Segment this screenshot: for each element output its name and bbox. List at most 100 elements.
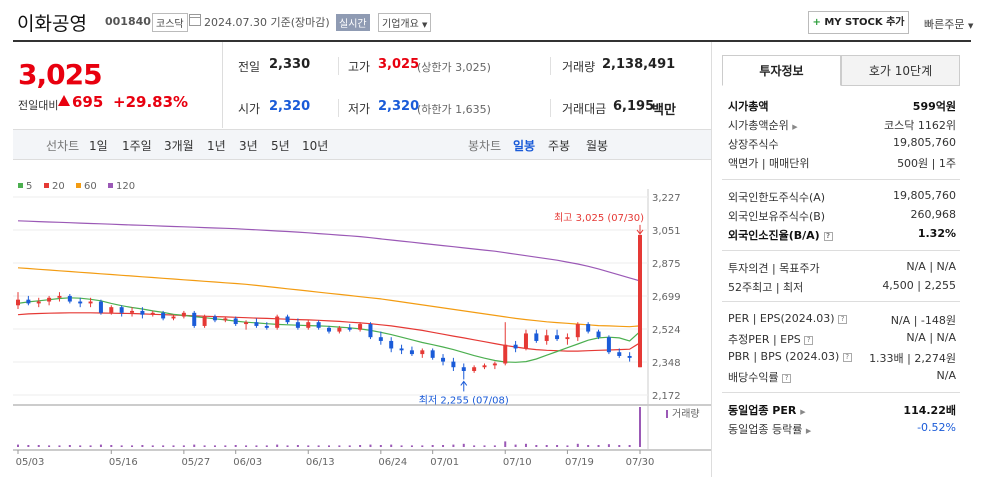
price-chart[interactable]: 3,227 3,051 2,875 2,699 2,524 2,348 2,172 05/03…	[0, 175, 711, 477]
candle-body	[26, 299, 31, 304]
help-icon[interactable]: ?	[838, 315, 848, 324]
quick-order-label: 빠른주문	[924, 18, 965, 31]
legend-swatch	[76, 183, 81, 188]
candle-weekly[interactable]: 주봉	[548, 139, 571, 153]
info-row: 외국인보유주식수(B) 260,968	[728, 208, 956, 224]
candle-body	[233, 318, 238, 325]
ma120-line	[17, 220, 641, 282]
high-arrow-head	[636, 229, 644, 235]
period-1w[interactable]: 1주일	[122, 139, 152, 153]
market-cap-label: 시가총액	[728, 100, 769, 113]
period-3y[interactable]: 3년	[239, 139, 258, 153]
period-1y[interactable]: 1년	[207, 139, 226, 153]
info-row[interactable]: 동일업종 등락률 ▶ -0.52%	[728, 421, 956, 437]
dividend-label: 배당수익률	[728, 371, 779, 384]
period-3m[interactable]: 3개월	[164, 139, 194, 153]
volume-bar	[162, 445, 165, 447]
volume-value: 2,138,491	[602, 57, 676, 72]
volume-bar	[379, 445, 382, 447]
volume-bar	[58, 445, 61, 447]
quick-order-button[interactable]: 빠른주문 ▼	[924, 16, 973, 32]
realtime-badge[interactable]: 실시간	[336, 14, 370, 31]
amount-label: 거래대금	[562, 102, 607, 116]
per-value: N/A | -148원	[890, 314, 956, 327]
candle-body	[88, 301, 93, 304]
upper-limit-note: (상한가 3,025)	[417, 61, 491, 74]
tab-invest-info[interactable]: 투자정보	[722, 55, 841, 86]
candle-body	[264, 325, 269, 328]
per-label: PER | EPS(2024.03)	[728, 312, 835, 325]
pbr-value: 1.33배 | 2,274원	[869, 352, 956, 365]
volume-bar	[462, 443, 465, 447]
chevron-down-icon: ▼	[422, 21, 428, 29]
x-tick-label: 07/01	[430, 457, 459, 468]
chevron-down-icon: ▼	[967, 22, 974, 30]
help-icon[interactable]: ?	[823, 232, 833, 241]
legend-label: 20	[52, 181, 65, 192]
x-tick-label: 06/24	[378, 457, 407, 468]
volume-bar	[193, 444, 196, 447]
tab-order-book[interactable]: 호가 10단계	[841, 55, 960, 86]
volume-bar	[597, 445, 600, 447]
add-mystock-button[interactable]: + MY STOCK 추가	[808, 11, 909, 34]
info-row: 52주최고 | 최저 4,500 | 2,255	[728, 279, 956, 295]
divider	[550, 99, 551, 117]
cap-rank-label: 시가총액순위	[728, 119, 789, 132]
prev-close-label: 전일	[238, 60, 261, 74]
candle-body	[327, 327, 331, 332]
candle-daily[interactable]: 일봉	[513, 139, 536, 153]
volume-bar	[286, 445, 289, 447]
volume-bar	[79, 445, 82, 447]
candle-body	[378, 337, 383, 341]
chevron-right-icon: ▶	[800, 408, 806, 416]
volume-bar	[296, 445, 299, 447]
divider	[338, 99, 339, 117]
volume-bar	[504, 441, 507, 447]
shares-label: 상장주식수	[728, 138, 779, 151]
candle-body	[306, 322, 311, 328]
period-toolbar	[13, 129, 711, 160]
legend-label: 120	[116, 181, 135, 192]
volume-bar	[37, 445, 40, 447]
x-tick-label: 05/27	[181, 457, 210, 468]
candle-body	[606, 337, 611, 353]
candle-body	[399, 348, 404, 351]
candle-body	[171, 316, 176, 319]
y-tick-label: 2,699	[652, 292, 681, 303]
candle-monthly[interactable]: 월봉	[586, 139, 609, 153]
period-10y[interactable]: 10년	[302, 139, 329, 153]
low-annotation: 최저 2,255 (07/08)	[419, 394, 509, 406]
volume-bar	[255, 445, 258, 447]
info-row[interactable]: 동일업종 PER ▶ 114.22배	[728, 402, 956, 418]
opinion-label: 투자의견 | 목표주가	[728, 262, 820, 275]
candle-body	[244, 322, 249, 325]
quote-date: 2024.07.30 기준(장마감)	[204, 16, 330, 29]
panel-divider	[711, 42, 712, 477]
volume-bar	[587, 445, 590, 447]
help-icon[interactable]: ?	[804, 336, 814, 345]
volume-bar	[203, 445, 206, 447]
candle-body	[534, 333, 539, 341]
candle-body	[223, 318, 228, 321]
stock-name: 이화공영	[17, 13, 87, 35]
volume-bar	[27, 445, 30, 447]
x-tick-label: 06/03	[233, 457, 262, 468]
period-5y[interactable]: 5년	[271, 139, 290, 153]
candle-body	[275, 316, 280, 328]
info-row: 시가총액순위 ▶ 코스닥 1162위	[728, 117, 956, 133]
divider	[722, 250, 960, 251]
open-label: 시가	[238, 102, 261, 116]
candle-body	[57, 295, 62, 298]
help-icon[interactable]: ?	[782, 374, 792, 383]
volume-bar	[421, 445, 424, 447]
y-tick-label: 2,348	[652, 358, 681, 369]
y-tick-label: 2,524	[652, 325, 681, 336]
help-icon[interactable]: ?	[842, 353, 852, 362]
candle-body	[523, 333, 528, 349]
candle-body	[544, 335, 549, 341]
period-1d[interactable]: 1일	[89, 139, 108, 153]
prev-close-value: 2,330	[269, 57, 311, 72]
volume-bar	[48, 445, 51, 447]
company-info-dropdown[interactable]: 기업개요 ▼	[378, 13, 432, 32]
volume-bar	[639, 407, 641, 447]
